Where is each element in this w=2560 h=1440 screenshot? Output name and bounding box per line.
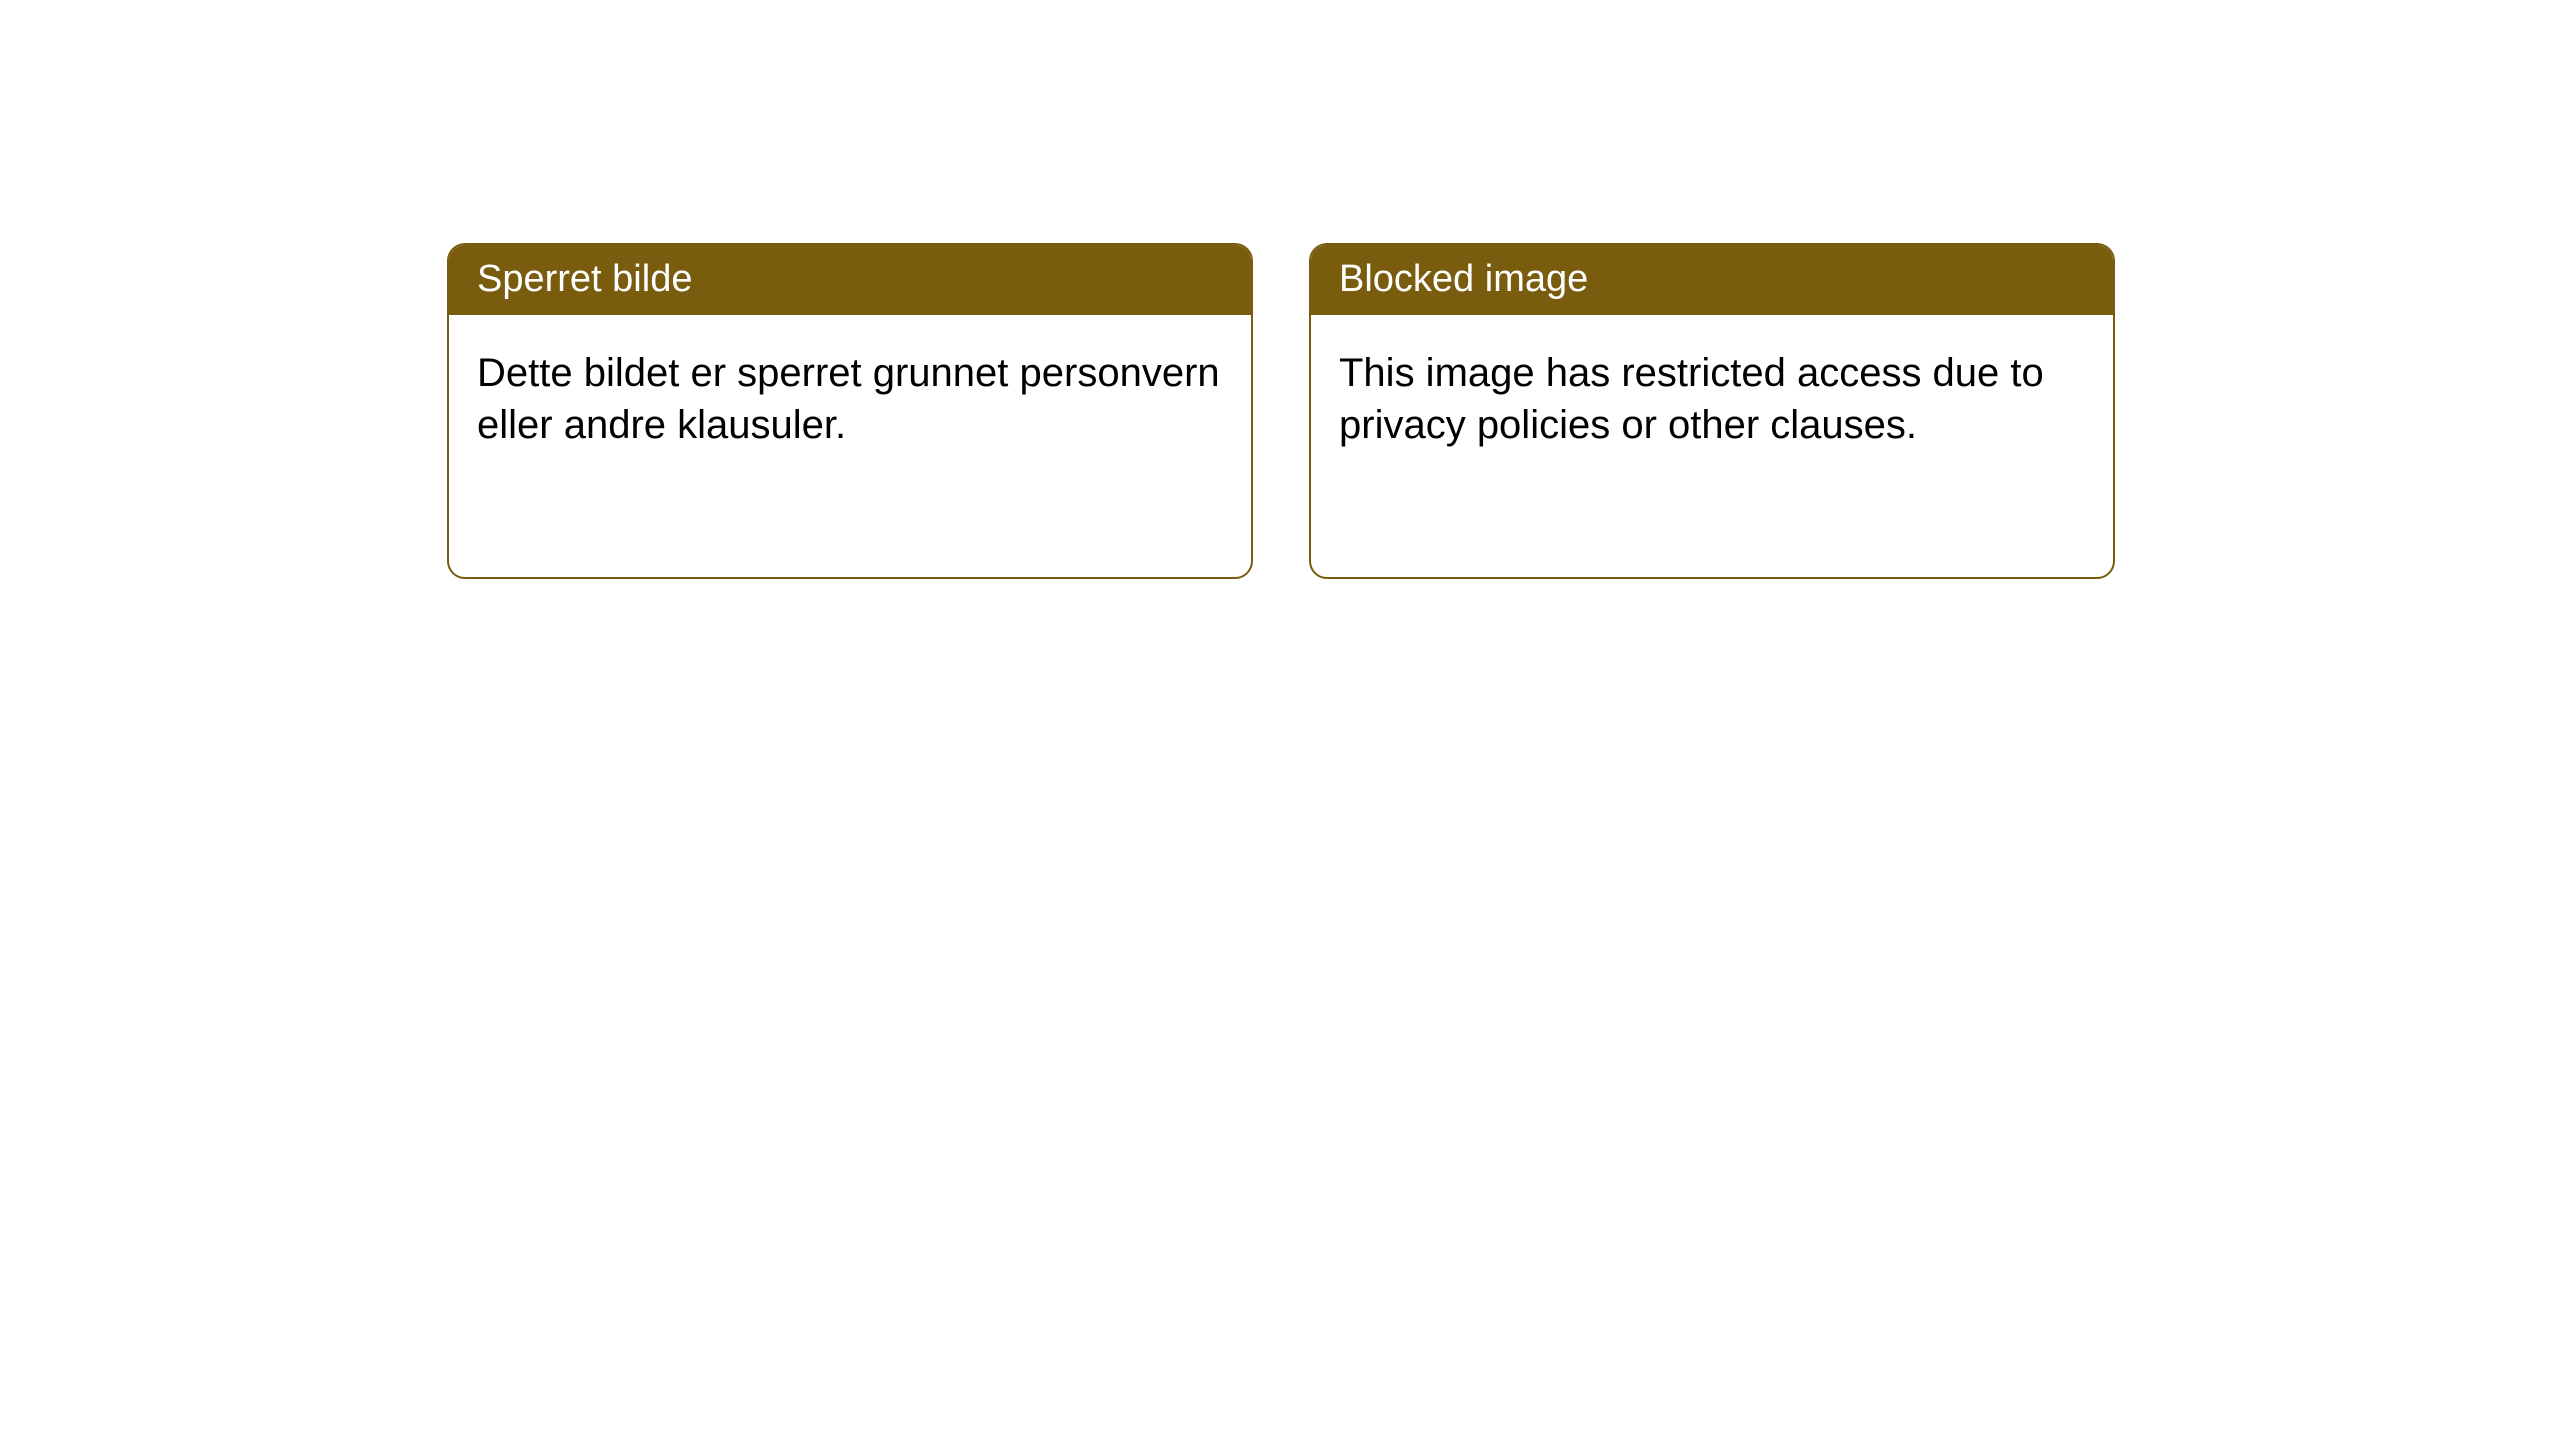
card-header: Blocked image (1311, 245, 2113, 315)
notice-card-english: Blocked image This image has restricted … (1309, 243, 2115, 579)
card-title: Blocked image (1339, 258, 1588, 300)
notice-card-norwegian: Sperret bilde Dette bildet er sperret gr… (447, 243, 1253, 579)
card-body: Dette bildet er sperret grunnet personve… (449, 315, 1251, 483)
card-header: Sperret bilde (449, 245, 1251, 315)
card-body-text: This image has restricted access due to … (1339, 351, 2044, 447)
card-title: Sperret bilde (477, 258, 692, 300)
card-body: This image has restricted access due to … (1311, 315, 2113, 483)
card-body-text: Dette bildet er sperret grunnet personve… (477, 351, 1220, 447)
notice-container: Sperret bilde Dette bildet er sperret gr… (447, 243, 2115, 579)
